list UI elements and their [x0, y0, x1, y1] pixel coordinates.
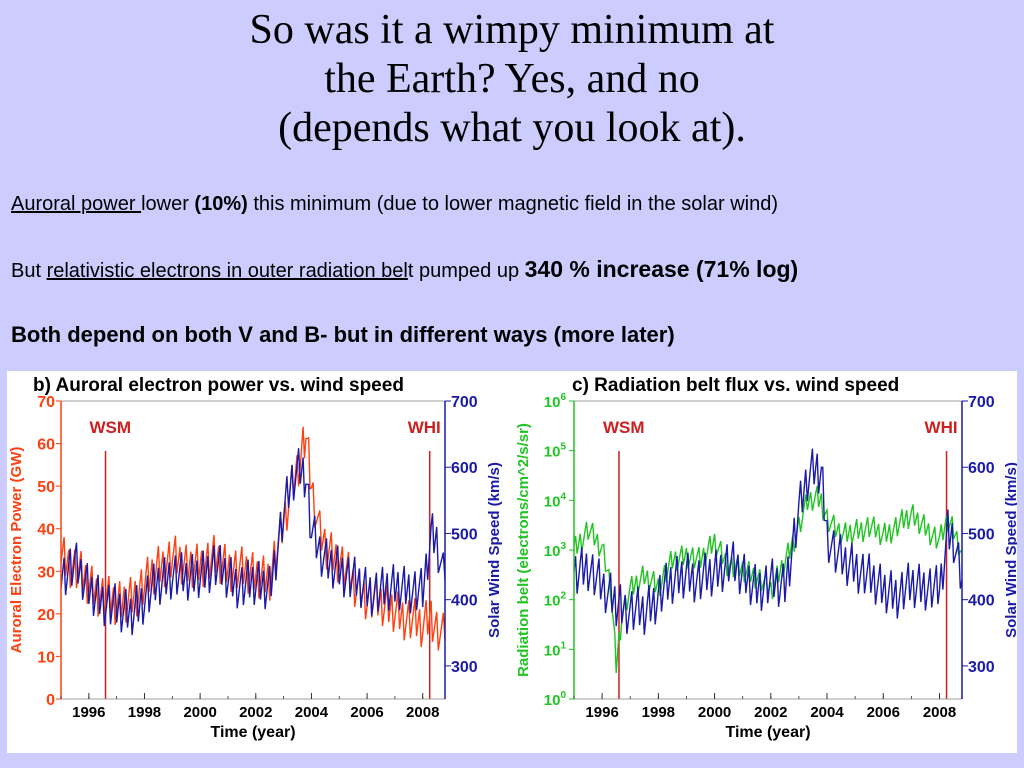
x-tick-label: 2002 [239, 704, 272, 721]
auroral-power-statement: Auroral power lower (10%) this minimum (… [11, 193, 778, 216]
right-axis-label: Solar Wind Speed (km/s) [1003, 462, 1017, 638]
left-tick-label: 103 [544, 541, 567, 560]
x-tick-label: 1996 [72, 704, 105, 721]
electrons-statement: But relativistic electrons in outer radi… [11, 256, 798, 283]
both-depend-statement: Both depend on both V and B- but in diff… [11, 322, 675, 347]
right-tick-label: 500 [968, 526, 995, 543]
radiation-chart: c) Radiation belt flux vs. wind speed WSM… [515, 375, 1017, 741]
x-tick-label: 1998 [128, 704, 161, 721]
x-tick-label: 2006 [867, 704, 900, 721]
right-tick-label: 400 [968, 593, 995, 610]
left-series-line [60, 426, 446, 651]
right-tick-label: 500 [451, 526, 478, 543]
right-tick-label: 600 [451, 460, 478, 477]
left-tick-label: 102 [544, 591, 567, 610]
right-tick-label: 300 [968, 659, 995, 676]
auroral-chart: b) Auroral electron power vs. wind speed… [8, 375, 503, 741]
x-tick-label: 2000 [698, 704, 731, 721]
left-tick-label: 70 [37, 394, 55, 411]
electrons-text-2: t pumped up [407, 260, 525, 282]
wind-speed-line [573, 448, 963, 635]
left-tick-label: 30 [37, 564, 55, 581]
title-line-1: So was it a wimpy minimum at [249, 7, 775, 53]
x-tick-label: 1996 [585, 704, 618, 721]
x-tick-label: 1998 [642, 704, 675, 721]
marker-label-wsm: WSM [603, 418, 645, 437]
x-tick-label: 2002 [754, 704, 787, 721]
left-tick-label: 50 [37, 479, 55, 496]
marker-label-wsm: WSM [90, 418, 132, 437]
title-line-3: (depends what you look at). [278, 105, 746, 151]
electrons-increase: 340 % increase (71% log) [524, 256, 799, 282]
marker-label-whi: WHI [925, 418, 958, 437]
left-tick-label: 104 [544, 491, 567, 510]
right-tick-label: 600 [968, 460, 995, 477]
x-axis-label: Time (year) [210, 724, 295, 741]
chart-title: b) Auroral electron power vs. wind speed [33, 375, 404, 396]
x-axis-label: Time (year) [725, 724, 810, 741]
plot-frame [573, 400, 963, 700]
left-axis-label: Radiation belt (electrons/cm^2/s/sr) [515, 423, 532, 677]
title-line-2: the Earth? Yes, and no [324, 56, 700, 102]
marker-label-whi: WHI [408, 418, 441, 437]
left-tick-label: 105 [544, 442, 567, 461]
x-tick-label: 2000 [183, 704, 216, 721]
auroral-text-2: this minimum (due to lower magnetic fiel… [247, 193, 778, 215]
left-axis-label: Auroral Electron Power (GW) [8, 447, 25, 654]
right-axis-label: Solar Wind Speed (km/s) [486, 462, 503, 638]
wind-speed-line [60, 448, 446, 636]
right-tick-label: 300 [451, 659, 478, 676]
right-tick-label: 700 [451, 394, 478, 411]
x-tick-label: 2004 [295, 704, 329, 721]
left-tick-label: 106 [544, 392, 567, 411]
x-tick-label: 2008 [923, 704, 956, 721]
left-tick-label: 101 [544, 640, 567, 659]
x-tick-label: 2004 [810, 704, 844, 721]
chart-title: c) Radiation belt flux vs. wind speed [572, 375, 899, 396]
plot-frame [60, 400, 446, 700]
figure-panel: b) Auroral electron power vs. wind speed… [7, 371, 1017, 753]
left-series-line [573, 485, 963, 674]
left-tick-label: 10 [37, 649, 55, 666]
right-tick-label: 400 [451, 593, 478, 610]
auroral-text-1: lower [141, 193, 195, 215]
slide-title: So was it a wimpy minimum at the Earth? … [0, 6, 1024, 153]
auroral-percent: (10%) [194, 193, 248, 215]
left-tick-label: 0 [46, 692, 55, 709]
x-tick-label: 2008 [406, 704, 439, 721]
electrons-term: relativistic electrons in outer radiatio… [46, 260, 408, 282]
right-tick-label: 700 [968, 394, 995, 411]
left-tick-label: 40 [37, 522, 55, 539]
left-tick-label: 60 [37, 437, 55, 454]
electrons-text-1: But [11, 260, 47, 282]
x-tick-label: 2006 [350, 704, 383, 721]
left-tick-label: 20 [37, 607, 55, 624]
auroral-power-term: Auroral power [11, 193, 142, 215]
left-tick-label: 100 [544, 690, 567, 709]
